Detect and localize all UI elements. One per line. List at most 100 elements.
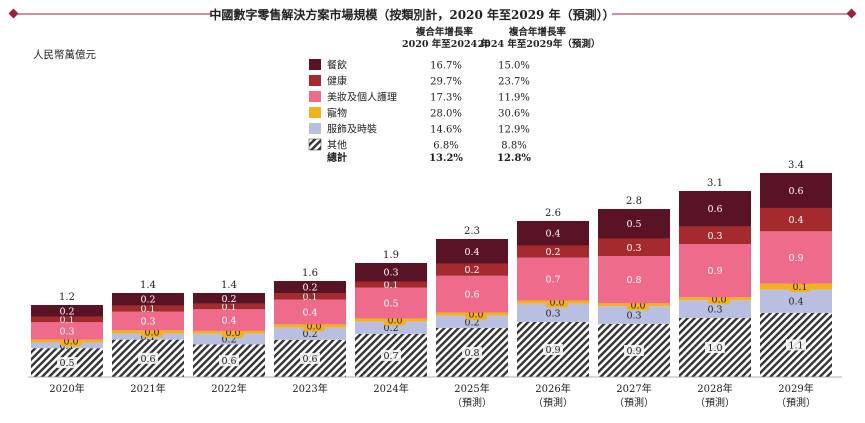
top-rule-diamond-left [8,8,19,19]
bar-segment-dining-6 [517,221,589,246]
bar-total-6: 2.6 [545,208,561,219]
bar-label-health-1: 0.1 [140,304,155,315]
bar-segment-apparel-9 [760,289,832,313]
bar-label-dining-5: 0.4 [464,247,479,258]
bar-segment-dining-0 [31,305,103,317]
legend-label-dining: 餐飲 [327,59,347,72]
bar-label-apparel-9: 0.4 [788,297,803,308]
bar-group-8: 1.00.30.00.90.30.63.1 [679,178,751,377]
bars: 0.50.10.00.30.10.21.20.60.10.00.30.10.21… [31,160,832,377]
bar-segment-dining-8 [679,191,751,227]
other-value-bg-0 [57,357,77,369]
x-tick-label-8: 2028年 [697,382,732,395]
bar-total-2: 1.4 [221,280,237,291]
bar-segment-apparel-5 [436,315,508,328]
bar-label-apparel-1: 0.1 [140,332,155,343]
bar-label-dining-8: 0.6 [707,204,722,215]
bar-label-dining-6: 0.4 [545,229,560,240]
x-tick-sublabel-5: （預測） [452,396,492,409]
bar-segment-apparel-3 [274,327,346,340]
legend-total-label: 總計 [327,151,347,164]
bar-label-apparel-2: 0.2 [221,335,236,346]
bar-label-pet-5: 0.0 [468,310,483,321]
bar-label-apparel-6: 0.3 [545,308,560,319]
bar-segment-health-9 [760,207,832,232]
legend-cagr-2020-2024-pet: 28.0% [430,109,462,120]
bar-segment-apparel-4 [355,321,427,334]
bar-label-other-4: 0.7 [383,351,398,362]
bar-group-4: 0.7 0.20.0 0.5 0.10.3 1.9 [355,250,427,377]
legend-cagr-2024-2029-dining: 15.0% [498,61,530,72]
bar-label-health-5: 0.2 [464,265,479,276]
bar-segment-beauty-0 [31,322,103,340]
bar-label-beauty-8: 0.9 [707,266,722,277]
bar-group-7: 0.90.30.00.80.30.52.8 [598,196,670,377]
legend-label-apparel: 服飾及時裝 [327,123,377,136]
bar-label-pet-3: 0.0 [306,321,321,332]
bar-label-health-6: 0.2 [545,247,560,258]
bar-group-6: 0.9 0.30.0 0.7 0.2 0.4 2.6 [517,208,589,377]
legend: 餐飲 16.7% 15.0% 健康 29.7% 23.7% 美妝及個人護理 17.3% 11.9… [308,59,531,164]
bar-total-0: 1.2 [59,292,75,303]
unit-label: 人民幣萬億元 [33,48,96,61]
bar-label-other-3: 0.6 [302,354,317,365]
bar-label-beauty-1: 0.3 [140,317,155,328]
bar-label-health-2: 0.1 [221,302,236,313]
bar-label-beauty-4: 0.5 [383,299,398,310]
bar-label-beauty-9: 0.9 [788,253,803,264]
legend-label-health: 健康 [327,75,347,88]
legend-label-other: 其他 [327,139,347,152]
legend-cagr-2024-2029-other: 8.8% [501,141,526,152]
bar-segment-health-3 [274,293,346,300]
chart-title: 中國數字零售解決方案市場規模（按類別計，2020 年至2029 年（預測）） [209,7,614,22]
legend-label-pet: 寵物 [327,107,347,120]
top-rule-diamond-right [846,8,857,19]
cagr-headers: 複合年增長率 2020 年至2024 年 複合年增長率 2024 年至2029年… [402,26,600,50]
bar-label-dining-9: 0.6 [788,186,803,197]
bar-segment-beauty-7 [598,256,670,304]
bar-segment-beauty-9 [760,231,832,284]
other-value-bg-6 [543,343,563,355]
x-tick-sublabel-8: （預測） [695,396,735,409]
bar-label-dining-4: 0.3 [383,268,398,279]
other-value-bg-9 [786,339,806,351]
bar-label-beauty-5: 0.6 [464,290,479,301]
bar-segment-health-7 [598,238,670,257]
bar-segment-health-6 [517,245,589,258]
bar-label-beauty-0: 0.3 [59,326,74,337]
bar-total-8: 3.1 [707,178,723,189]
other-value-bg-1 [138,352,158,364]
bar-label-dining-2: 0.2 [221,294,236,305]
bar-label-other-7: 0.9 [626,346,641,357]
other-value-bg-8 [705,341,725,353]
x-tick-label-0: 2020年 [49,382,84,395]
bar-label-beauty-6: 0.7 [545,275,560,286]
bar-segment-beauty-5 [436,275,508,313]
bar-label-pet-1: 0.0 [144,327,159,338]
legend-total-cagr-2024-2029: 12.8% [497,153,531,164]
bar-total-5: 2.3 [464,226,480,237]
bar-label-pet-9: 0.1 [792,282,807,293]
bar-segment-dining-2 [193,293,265,304]
x-tick-sublabel-6: （預測） [533,396,573,409]
bar-label-dining-0: 0.2 [59,306,74,317]
bar-label-other-5: 0.8 [464,348,479,359]
bar-total-1: 1.4 [140,280,156,291]
bar-label-health-0: 0.1 [59,315,74,326]
bar-segment-dining-7 [598,209,670,239]
bar-segment-dining-3 [274,281,346,294]
other-value-bg-3 [300,352,320,364]
bar-label-other-6: 0.9 [545,345,560,356]
bar-label-pet-0: 0.0 [63,337,78,348]
bar-segment-dining-9 [760,173,832,208]
pet-value-badge-9 [789,281,811,293]
bar-group-0: 0.50.10.00.30.10.21.2 [31,292,103,377]
legend-cagr-2020-2024-beauty: 17.3% [430,93,462,104]
legend-swatch-dining [309,59,321,70]
legend-swatch-other [308,138,322,151]
bar-group-9: 1.1 0.4 0.1 0.9 0.4 0.6 3.4 [760,160,832,377]
bar-label-beauty-2: 0.4 [221,316,236,327]
bar-label-other-1: 0.6 [140,354,155,365]
bar-label-health-8: 0.3 [707,231,722,242]
